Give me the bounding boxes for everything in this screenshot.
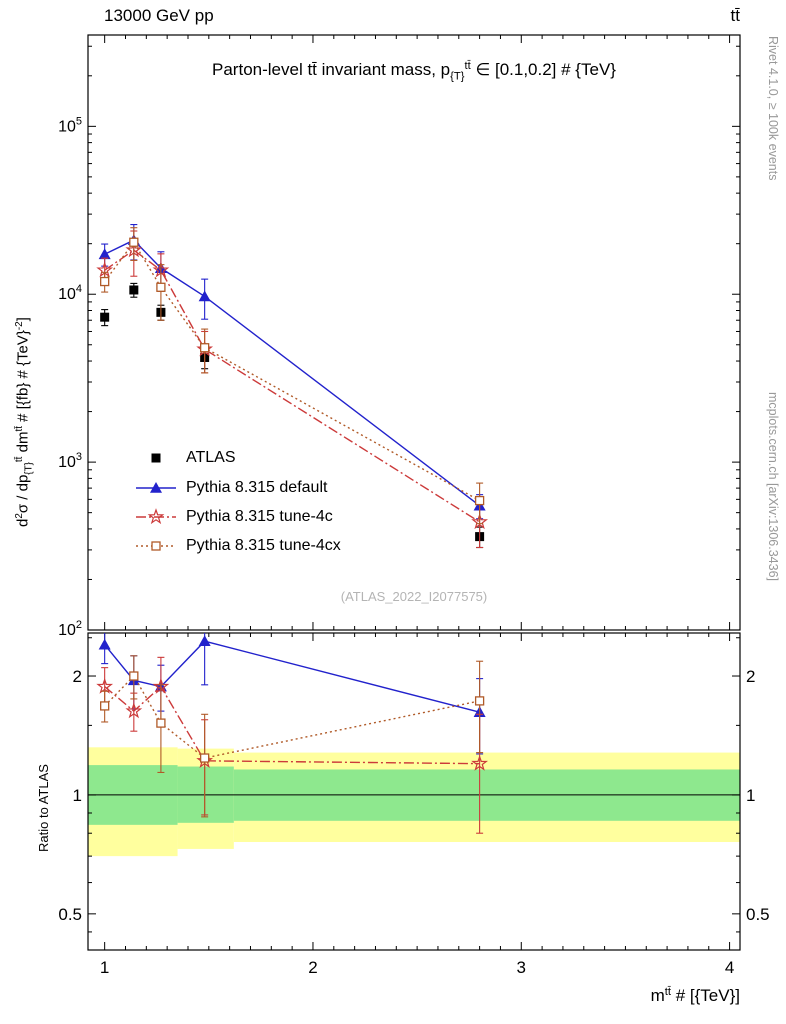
series-ratio-pythia-8-315-tune-4cx [100,655,485,818]
data-point-marker [200,343,210,353]
legend-label-pythia-default: Pythia 8.315 default [186,479,328,496]
main-frame [87,34,741,631]
label-run: tt̄ [664,986,671,998]
label-run: ∈ [0.1,0.2] # {TeV} [470,60,616,80]
beam-energy-label: 13000 GeV pp [104,6,214,25]
x-tick-label: 4 [725,958,734,977]
y-axis-label: d2σ / dp{T}tt̄ dmtt̄ # [{fb} # {TeV}-2] [14,317,34,527]
data-point-marker [156,282,166,292]
x-axis-label: mtt̄ # [{TeV}] [651,986,740,1006]
label-run: ] [14,317,32,322]
y-tick-label: 102 [58,619,82,639]
legend-label-pythia-tune-4c: Pythia 8.315 tune-4c [186,508,333,525]
data-point-marker [96,677,114,694]
y-tick-label: 104 [58,283,82,303]
data-point-marker [471,754,489,771]
series-line [104,249,480,523]
label-run: d [14,518,32,527]
data-point-marker [198,635,211,647]
label-run: tt̄ [464,60,471,72]
ratio-y-tick-label: 0.5 [58,905,82,924]
data-point-marker [200,753,210,763]
mcplots-attribution-note: mcplots.cern.ch [arXiv:1306.3436] [766,392,780,581]
data-point-marker [198,290,211,302]
ratio-y-axis-label: Ratio to ATLAS [36,764,51,852]
data-point-marker [98,638,111,650]
label-run: dm [14,431,32,457]
label-run: tt̄ [14,456,25,463]
data-point-marker [100,312,110,322]
series-main-pythia-8-315-tune-4cx [100,227,485,525]
data-point-marker [151,453,161,463]
ratio-y-tick-label: 0.5 [746,905,770,924]
data-point-marker [129,285,139,295]
rivet-version-note: Rivet 4.1.0, ≥ 100k events [766,36,780,181]
process-label: tt̄ [730,6,740,25]
y-tick-label: 105 [58,115,82,135]
data-point-marker [151,541,161,551]
data-point-marker [129,237,139,247]
legend-label-pythia-tune-4cx: Pythia 8.315 tune-4cx [186,537,341,554]
label-run: {T} [450,70,465,83]
label-run: Parton-level tt̄ invariant mass, p [212,60,451,80]
ratio-y-tick-label: 2 [73,667,82,686]
ratio-frame [87,632,741,951]
y-tick-label: 103 [58,451,82,471]
data-point-marker [100,701,110,711]
data-point-marker [129,671,139,681]
ratio-y-tick-label: 1 [73,786,82,805]
ratio-y-tick-label: 2 [746,667,755,686]
x-tick-label: 2 [308,958,317,977]
data-point-marker [98,248,111,260]
label-run: # [{TeV}] [671,986,740,1006]
label-run: tt̄ [14,426,25,432]
label-run: m [650,986,665,1006]
x-tick-label: 1 [100,958,109,977]
data-point-marker [100,276,110,287]
series-main-pythia-8-315-default [98,224,486,520]
data-point-marker [147,508,165,525]
data-point-marker [471,513,489,530]
ratio-y-tick-label: 1 [746,786,755,805]
data-point-marker [150,482,162,493]
label-run: σ / dp [14,474,32,514]
label-run: 2 [14,513,25,519]
analysis-id-watermark: (ATLAS_2022_I2077575) [340,589,488,604]
data-point-marker [474,495,485,506]
label-run: -2 [14,321,25,331]
legend-label-atlas: ATLAS [186,449,236,466]
label-run: # [{fb} # {TeV} [14,330,32,427]
data-point-marker [125,702,143,719]
label-run: {T} [23,462,35,475]
plot-title: Parton-level tt̄ invariant mass, p{T}tt̄… [88,60,740,83]
data-point-marker [474,696,485,706]
x-tick-label: 3 [517,958,526,977]
data-point-marker [156,718,166,728]
